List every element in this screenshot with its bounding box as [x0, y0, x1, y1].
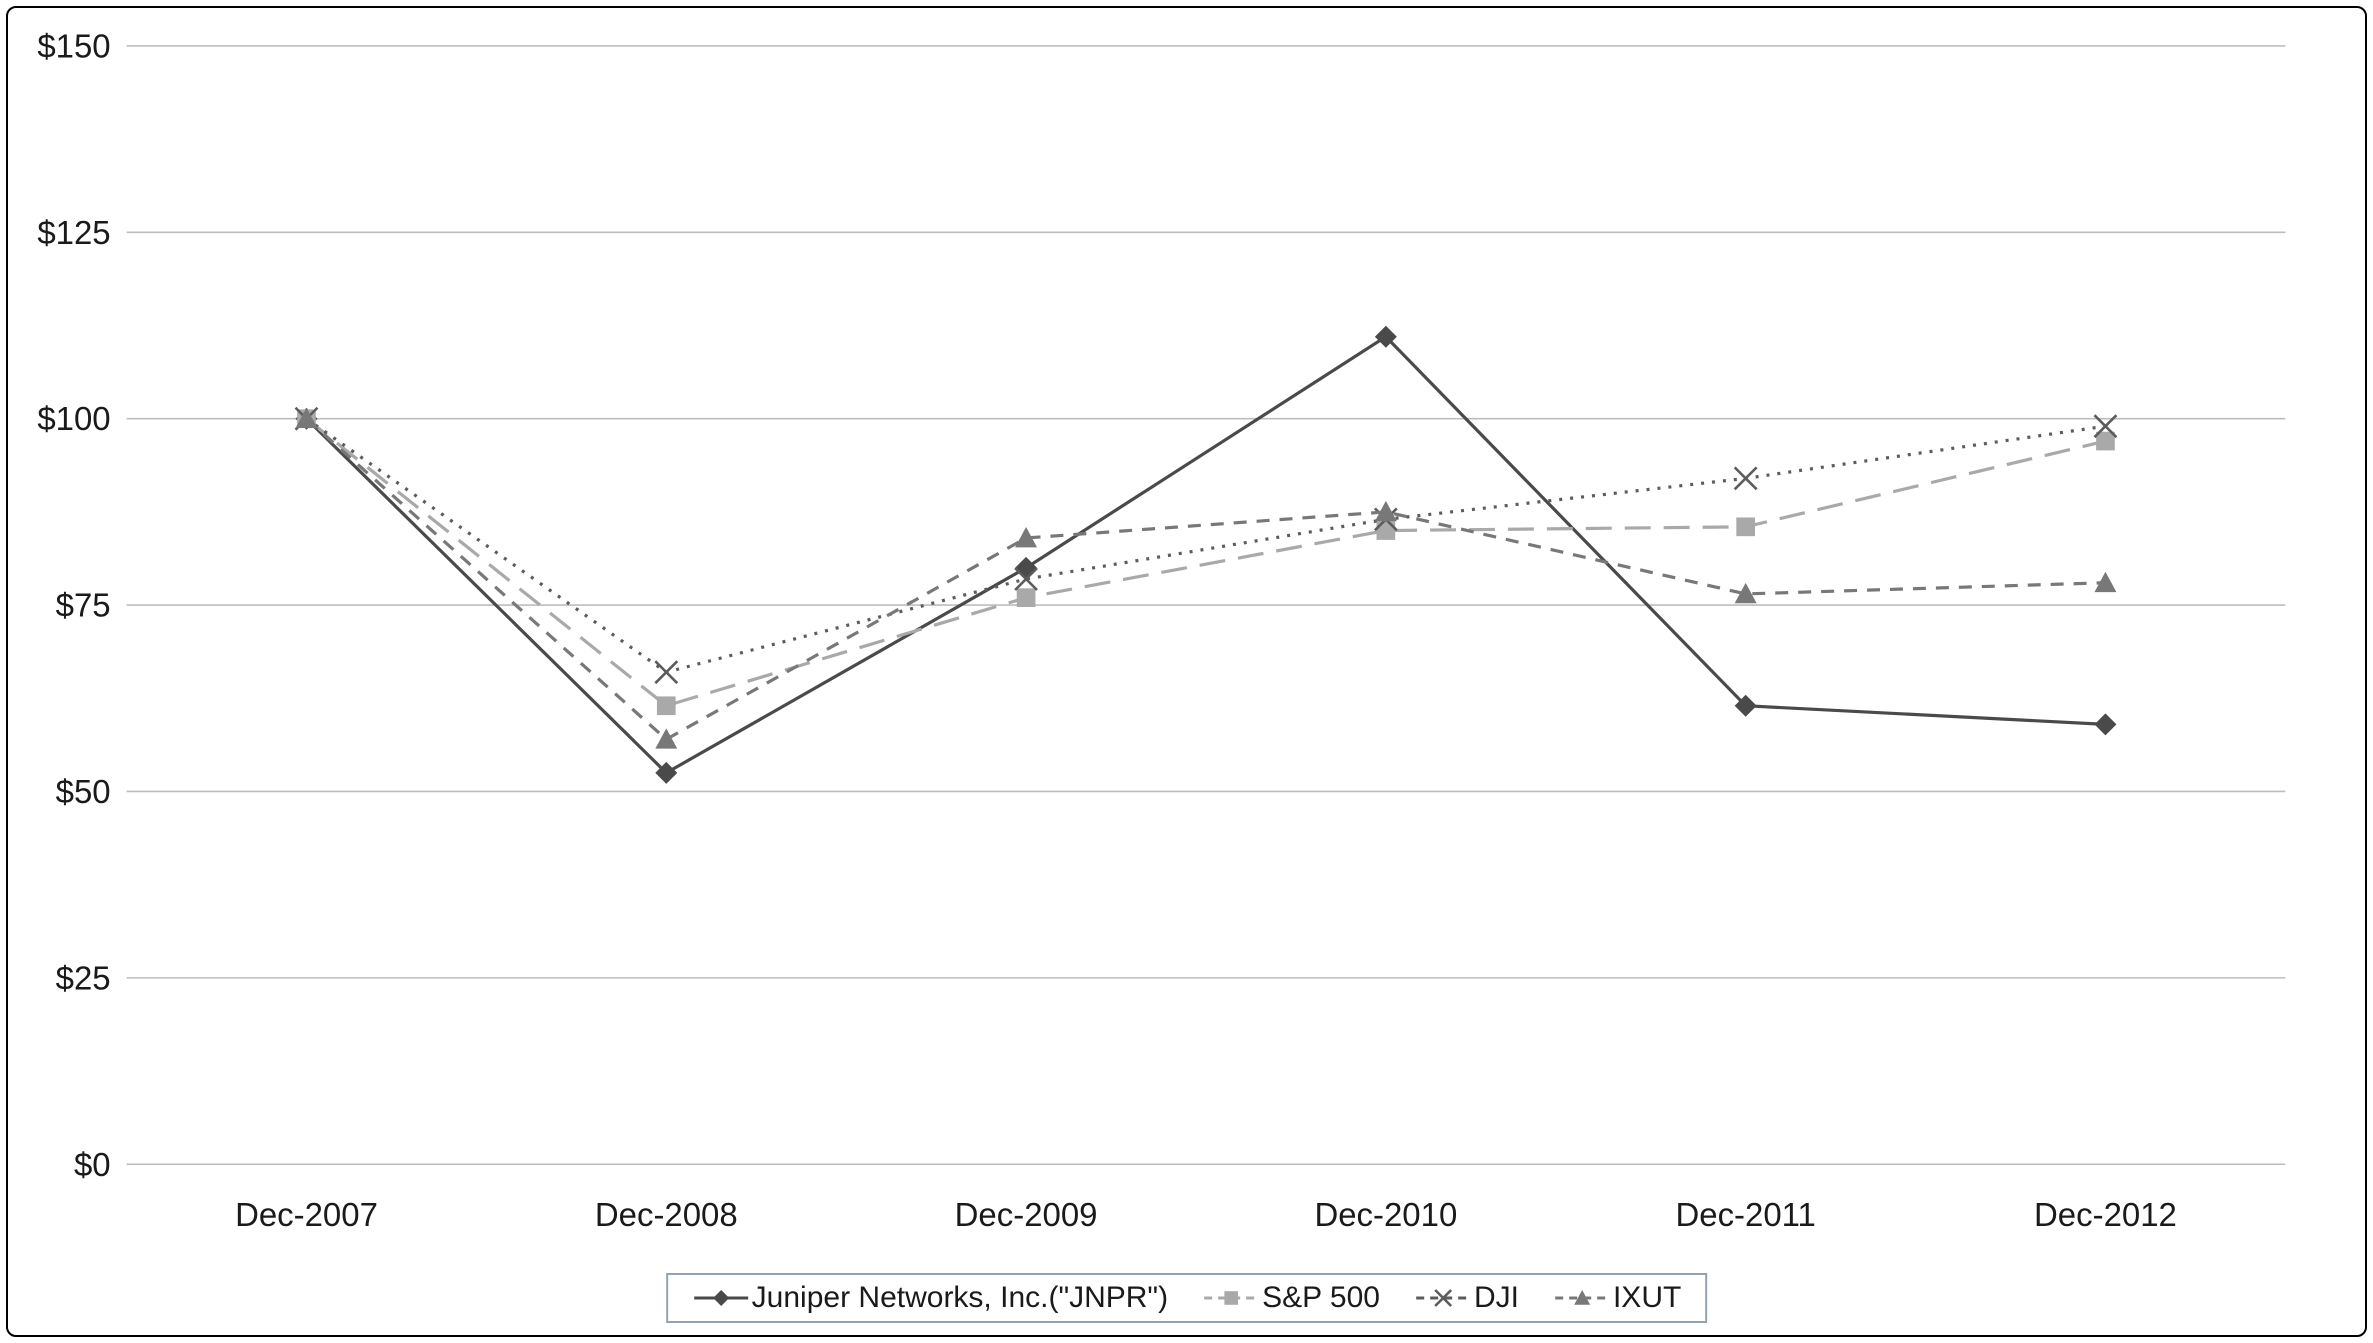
- x-axis-labels: Dec-2007 Dec-2008 Dec-2009 Dec-2010 Dec-2011…: [235, 1196, 2177, 1233]
- series-line: [305, 334, 2106, 775]
- chart-legend: Juniper Networks, Inc.("JNPR") S&P 500 DJI…: [665, 1273, 1708, 1323]
- x-marker: [1434, 1289, 1452, 1307]
- y-tick-label: $100: [37, 400, 110, 437]
- x-marker: [1733, 466, 1758, 491]
- x-tick-label: Dec-2009: [955, 1196, 1098, 1233]
- series-x: [294, 406, 2118, 685]
- series-line: [305, 417, 2106, 708]
- x-marker: [2093, 414, 2118, 439]
- legend-label: IXUT: [1612, 1281, 1682, 1314]
- legend-marker-triangle: [1554, 1290, 1609, 1305]
- square-marker: [2096, 431, 2115, 451]
- triangle-marker: [2094, 571, 2117, 593]
- series-diamond: [295, 325, 2117, 784]
- y-tick-label: $0: [74, 1146, 111, 1183]
- y-tick-label: $75: [56, 587, 111, 624]
- diamond-marker: [712, 1290, 729, 1306]
- legend-item-ixut: IXUT: [1553, 1281, 1681, 1315]
- square-marker: [656, 696, 676, 716]
- square-marker: [1736, 517, 1755, 537]
- triangle-marker: [1734, 582, 1757, 604]
- legend-label: S&P 500: [1262, 1281, 1380, 1314]
- chart-frame: $0 $25 $50 $75 $100 $125 $150 Dec-2007 Dec-2008 D…: [6, 6, 2367, 1337]
- triangle-marker: [1573, 1290, 1590, 1305]
- y-axis-labels: $0 $25 $50 $75 $100 $125 $150: [37, 27, 110, 1182]
- legend-label: DJI: [1473, 1281, 1519, 1314]
- x-marker: [654, 660, 679, 685]
- triangle-marker: [655, 728, 678, 749]
- x-tick-label: Dec-2010: [1314, 1196, 1457, 1233]
- gridlines: [126, 45, 2286, 1166]
- series-square: [297, 409, 2115, 716]
- legend-item-jnpr: Juniper Networks, Inc.("JNPR"): [692, 1281, 1168, 1315]
- diamond-marker: [2094, 713, 2117, 736]
- x-tick-label: Dec-2007: [235, 1196, 378, 1233]
- diamond-marker: [1015, 556, 1038, 579]
- square-marker: [1016, 588, 1036, 607]
- legend-item-s-p-500: S&P 500: [1202, 1281, 1380, 1315]
- series-line: [305, 417, 2106, 674]
- y-tick-label: $125: [37, 214, 110, 251]
- x-tick-label: Dec-2011: [1675, 1196, 1815, 1233]
- legend-marker-x: [1415, 1289, 1470, 1307]
- x-tick-label: Dec-2012: [2034, 1196, 2177, 1233]
- series-line: [305, 417, 2106, 742]
- x-marker: [1014, 567, 1038, 591]
- legend-label: Juniper Networks, Inc.("JNPR"): [751, 1281, 1169, 1314]
- legend-marker-diamond: [693, 1290, 748, 1306]
- triangle-marker: [1015, 527, 1038, 548]
- y-tick-label: $50: [56, 773, 111, 810]
- square-marker: [1224, 1291, 1238, 1305]
- legend-item-dji: DJI: [1414, 1281, 1519, 1315]
- y-tick-label: $25: [56, 959, 111, 996]
- x-tick-label: Dec-2008: [595, 1196, 738, 1233]
- series-triangle: [295, 407, 2117, 749]
- triangle-marker: [295, 407, 318, 429]
- diamond-marker: [655, 761, 678, 784]
- diamond-marker: [1374, 325, 1397, 348]
- y-tick-label: $150: [37, 27, 110, 64]
- legend-marker-square: [1204, 1291, 1259, 1305]
- triangle-marker: [1374, 500, 1397, 522]
- square-marker: [1376, 521, 1396, 540]
